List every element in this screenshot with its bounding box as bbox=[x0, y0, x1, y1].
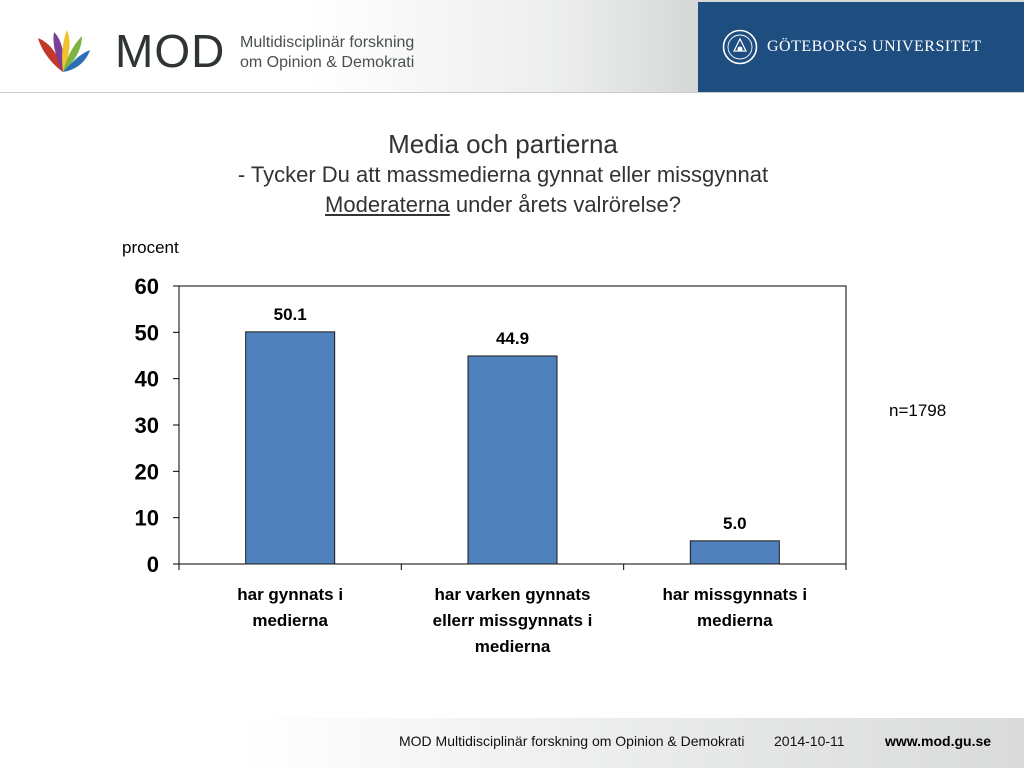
x-category-label-line: har varken gynnats bbox=[435, 585, 591, 604]
x-category-label-line: medierna bbox=[475, 637, 551, 656]
x-category-label-line: har missgynnats i bbox=[663, 585, 808, 604]
brand-tagline: Multidisciplinär forskning om Opinion & … bbox=[240, 33, 414, 73]
x-category-label: har varken gynnats ellerr missgynnats i me… bbox=[433, 585, 593, 656]
bar bbox=[689, 540, 780, 565]
bar-value-label: 44.9 bbox=[496, 329, 529, 348]
y-axis-unit-label: procent bbox=[122, 238, 179, 257]
footer-organization: MOD Multidisciplinär forskning om Opinio… bbox=[399, 733, 745, 749]
x-category-label-line: har gynnats i bbox=[237, 585, 343, 604]
bar-value-label: 50.1 bbox=[274, 305, 307, 324]
x-category-label-line: ellerr missgynnats i bbox=[433, 611, 593, 630]
chart-title-block: Media och partierna - Tycker Du att mass… bbox=[0, 128, 1006, 220]
y-tick-label: 20 bbox=[135, 459, 159, 484]
subtitle-suffix: under årets valrörelse? bbox=[455, 192, 681, 217]
x-category-label: har missgynnats i medierna bbox=[663, 585, 808, 630]
university-banner: GÖTEBORGS UNIVERSITET bbox=[698, 2, 1024, 92]
chart-subtitle-line-2: Moderaterna under årets valrörelse? bbox=[0, 190, 1006, 220]
x-category-label-line: medierna bbox=[697, 611, 773, 630]
university-seal-icon bbox=[722, 29, 758, 65]
y-tick-label: 60 bbox=[135, 274, 159, 299]
bar bbox=[467, 355, 558, 565]
footer-date: 2014-10-11 bbox=[774, 733, 845, 749]
y-tick-label: 40 bbox=[135, 367, 159, 392]
university-name: GÖTEBORGS UNIVERSITET bbox=[767, 38, 982, 55]
tagline-line-1: Multidisciplinär forskning bbox=[240, 34, 415, 51]
footer-bar bbox=[238, 718, 1024, 768]
x-category-label: har gynnats i medierna bbox=[237, 585, 343, 630]
footer-url-link[interactable]: www.mod.gu.se bbox=[885, 733, 992, 749]
y-tick-label: 10 bbox=[135, 506, 159, 531]
sample-size-label: n=1798 bbox=[889, 401, 947, 420]
mod-flower-logo bbox=[38, 30, 90, 72]
brand-wordmark: MOD bbox=[115, 25, 226, 77]
y-tick-label: 0 bbox=[147, 552, 159, 577]
bar-value-label: 5.0 bbox=[723, 514, 747, 533]
y-tick-label: 30 bbox=[135, 413, 159, 438]
x-category-label-line: medierna bbox=[252, 611, 328, 630]
tagline-line-2: om Opinion & Demokrati bbox=[240, 54, 415, 71]
chart-title: Media och partierna bbox=[388, 129, 618, 159]
header-banner: MOD Multidisciplinär forskning om Opinio… bbox=[0, 0, 1024, 93]
y-tick-label: 50 bbox=[135, 320, 159, 345]
bar bbox=[245, 331, 336, 565]
chart-subtitle-line-1: - Tycker Du att massmedierna gynnat elle… bbox=[237, 162, 769, 187]
party-name: Moderaterna bbox=[325, 192, 450, 217]
